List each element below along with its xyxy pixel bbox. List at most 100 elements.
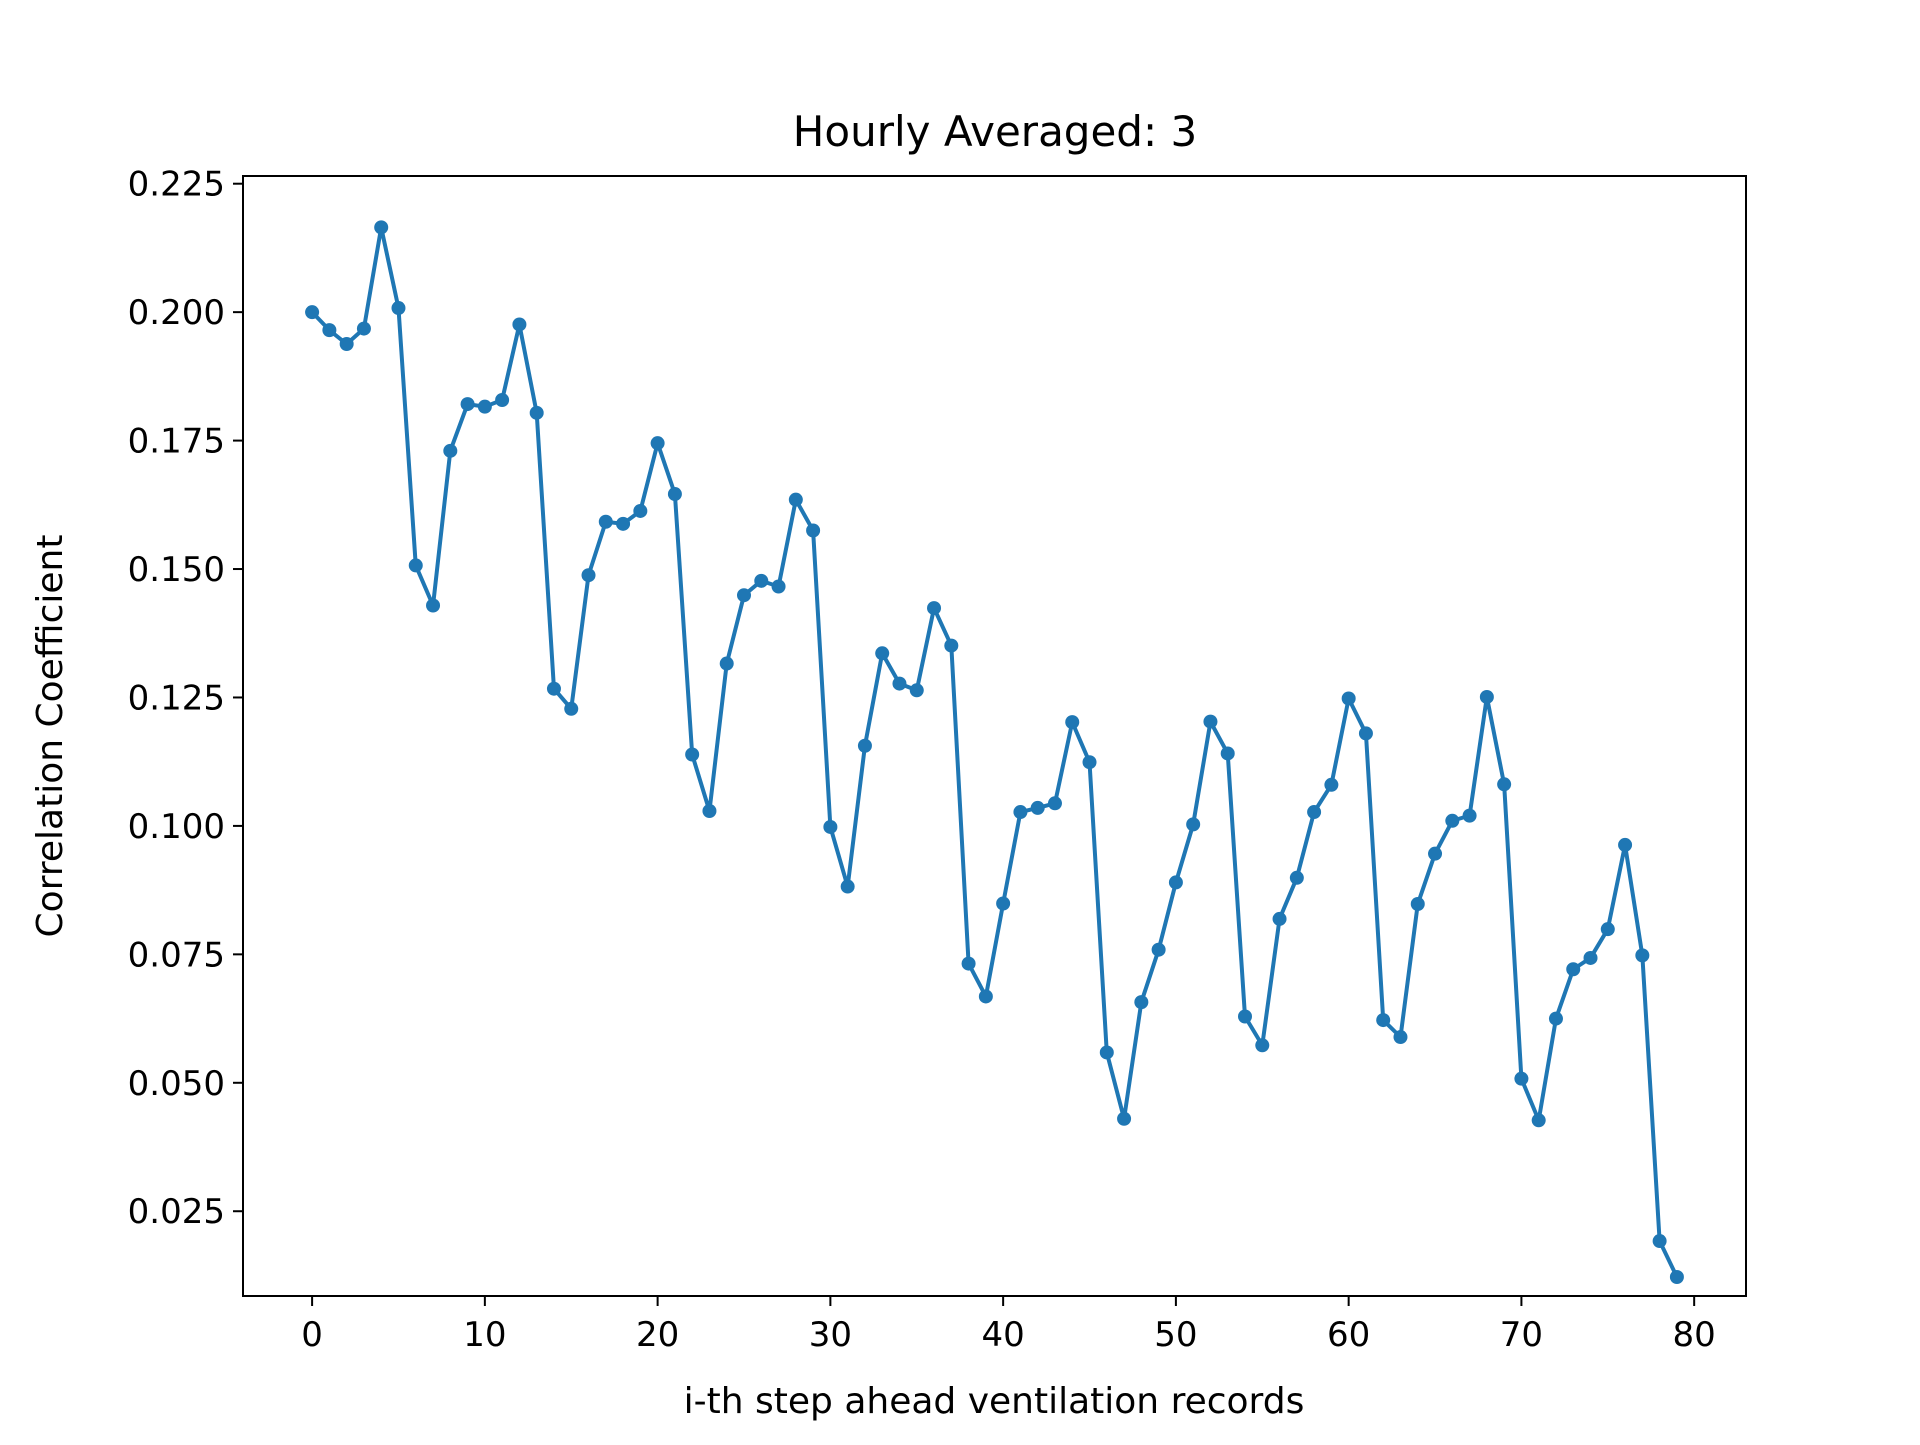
data-point (823, 819, 838, 834)
data-point (1635, 948, 1650, 963)
data-point (667, 487, 682, 502)
x-tick-label: 0 (301, 1315, 323, 1355)
data-point (1134, 995, 1149, 1010)
data-point (875, 646, 890, 661)
data-point (1514, 1071, 1529, 1086)
data-point (806, 523, 821, 538)
data-point (1082, 755, 1097, 770)
y-tick-label: 0.200 (128, 293, 225, 333)
data-point (322, 323, 337, 338)
data-point (1548, 1011, 1563, 1026)
data-point (978, 989, 993, 1004)
data-point (1583, 950, 1598, 965)
data-point (1220, 746, 1235, 761)
data-point (650, 436, 665, 451)
data-point (1272, 911, 1287, 926)
data-point (1013, 805, 1028, 820)
y-tick-label: 0.225 (128, 165, 225, 205)
data-point (1410, 897, 1425, 911)
data-point (512, 317, 527, 332)
data-point (1289, 870, 1304, 885)
data-point (1652, 1234, 1667, 1249)
plot-frame (242, 175, 1747, 1297)
data-point (1479, 689, 1494, 704)
data-point (961, 956, 976, 971)
data-point (771, 579, 786, 594)
data-point (1117, 1111, 1132, 1126)
data-point (408, 558, 423, 573)
x-tick-label: 60 (1327, 1315, 1370, 1355)
data-point (1307, 805, 1322, 820)
data-point (1428, 846, 1443, 861)
data-point (633, 503, 648, 518)
y-tick-label: 0.150 (128, 550, 225, 590)
data-point (1151, 942, 1166, 957)
data-point (1065, 715, 1080, 730)
data-point (477, 399, 492, 414)
data-point (529, 405, 544, 420)
data-point (564, 701, 579, 716)
data-point (1531, 1113, 1546, 1128)
data-point (546, 681, 561, 696)
data-point (719, 656, 734, 671)
y-tick-label: 0.075 (128, 935, 225, 975)
data-point (788, 492, 803, 507)
x-tick-label: 30 (809, 1315, 852, 1355)
data-point (1358, 726, 1373, 741)
data-point (702, 804, 717, 819)
data-point (944, 638, 959, 653)
data-point (840, 879, 855, 894)
data-point (339, 337, 354, 351)
data-point (1168, 875, 1183, 890)
data-point (495, 393, 510, 407)
data-point (581, 568, 596, 583)
data-point (1393, 1030, 1408, 1045)
y-tick-label: 0.125 (128, 678, 225, 718)
x-tick-label: 50 (1154, 1315, 1197, 1355)
chart-title: Hourly Averaged: 3 (793, 107, 1197, 156)
data-point (1497, 777, 1512, 792)
data-point (1445, 813, 1460, 828)
data-point (685, 747, 700, 762)
data-point (1376, 1013, 1391, 1028)
data-point (1341, 691, 1356, 706)
data-point (1600, 922, 1615, 937)
data-point (426, 598, 441, 613)
data-point (1238, 1009, 1252, 1024)
data-point (391, 301, 406, 316)
data-point (927, 601, 942, 616)
data-point (754, 573, 769, 588)
data-point (1462, 808, 1477, 823)
x-axis-label: i-th step ahead ventilation records (684, 1381, 1305, 1422)
y-tick-label: 0.025 (128, 1192, 225, 1232)
data-point (1047, 796, 1062, 811)
data-point (616, 516, 631, 531)
y-tick-label: 0.100 (128, 807, 225, 847)
x-tick-label: 20 (636, 1315, 679, 1355)
data-point (1324, 777, 1339, 792)
data-point (305, 305, 320, 320)
data-point (443, 443, 458, 458)
data-point (1669, 1269, 1684, 1284)
data-point (996, 896, 1011, 911)
y-axis-label: Correlation Coefficient (30, 535, 71, 938)
x-tick-label: 80 (1673, 1315, 1716, 1355)
y-tick-label: 0.050 (128, 1064, 225, 1104)
data-point (1255, 1038, 1270, 1053)
data-point (1030, 800, 1045, 815)
series-layer (305, 220, 1684, 1284)
data-point (356, 321, 371, 336)
data-point (737, 588, 751, 603)
data-point (374, 220, 389, 235)
data-point (857, 738, 872, 753)
data-point (909, 683, 924, 698)
data-point (1186, 817, 1201, 832)
data-point (1203, 714, 1218, 729)
x-tick-label: 10 (463, 1315, 506, 1355)
data-point (1618, 837, 1633, 852)
x-tick-label: 40 (982, 1315, 1025, 1355)
y-tick-label: 0.175 (128, 422, 225, 462)
